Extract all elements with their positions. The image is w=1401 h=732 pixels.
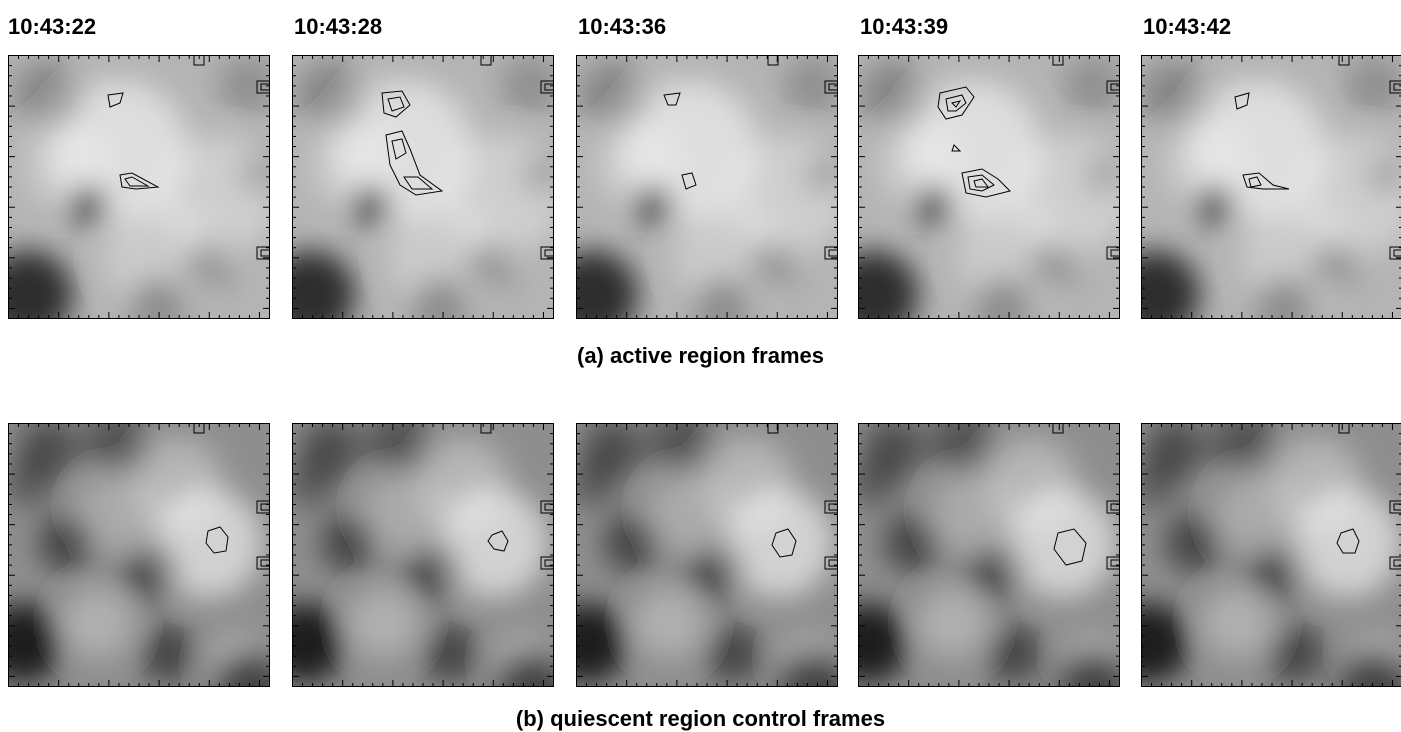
- active-frame-5: [1141, 55, 1401, 319]
- grayscale-contour-image: [1141, 423, 1401, 687]
- grayscale-contour-image: [576, 423, 838, 687]
- quiescent-frame-5: [1141, 423, 1401, 687]
- quiescent-frame-3: [576, 423, 838, 687]
- timestamp-frame-3: 10:43:36: [578, 14, 666, 40]
- active-frame-3: [576, 55, 838, 319]
- active-frame-4: [858, 55, 1120, 319]
- caption-active: (a) active region frames: [0, 343, 1401, 369]
- quiescent-frame-2: [292, 423, 554, 687]
- quiescent-frame-4: [858, 423, 1120, 687]
- grayscale-contour-image: [1141, 55, 1401, 319]
- grayscale-contour-image: [8, 55, 270, 319]
- grayscale-contour-image: [576, 55, 838, 319]
- timestamp-frame-4: 10:43:39: [860, 14, 948, 40]
- grayscale-contour-image: [292, 423, 554, 687]
- active-frame-1: [8, 55, 270, 319]
- timestamp-frame-2: 10:43:28: [294, 14, 382, 40]
- timestamp-frame-1: 10:43:22: [8, 14, 96, 40]
- quiescent-frame-1: [8, 423, 270, 687]
- active-frame-2: [292, 55, 554, 319]
- grayscale-contour-image: [292, 55, 554, 319]
- grayscale-contour-image: [858, 423, 1120, 687]
- grayscale-contour-image: [8, 423, 270, 687]
- grayscale-contour-image: [858, 55, 1120, 319]
- caption-quiescent: (b) quiescent region control frames: [0, 706, 1401, 732]
- timestamp-frame-5: 10:43:42: [1143, 14, 1231, 40]
